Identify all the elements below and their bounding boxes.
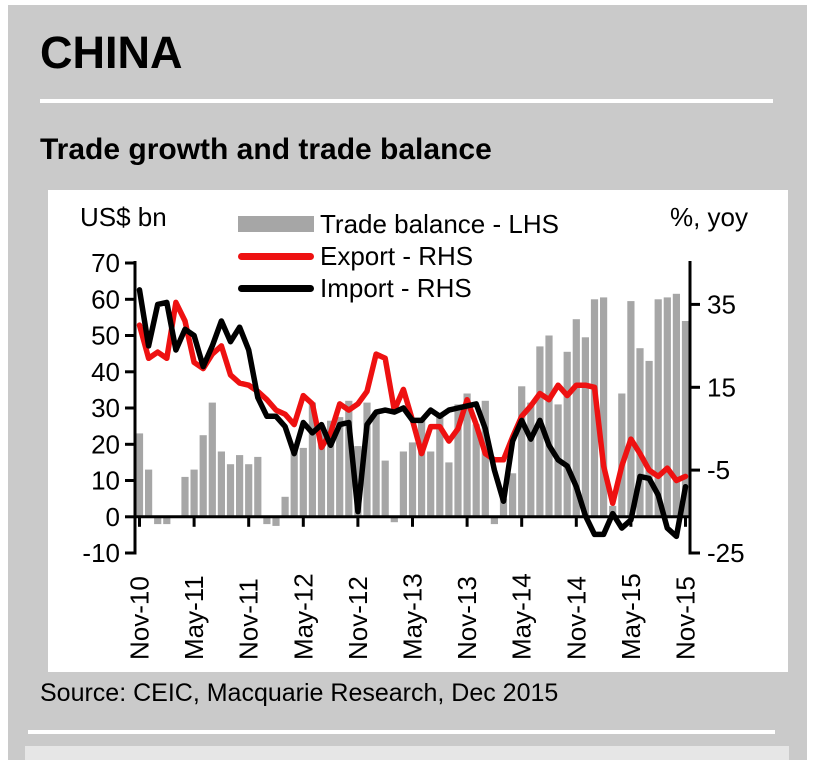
svg-text:May-13: May-13 — [398, 573, 428, 660]
axes — [125, 261, 700, 555]
gray-card: CHINA Trade growth and trade balance 70 6… — [8, 5, 807, 760]
svg-text:50: 50 — [91, 321, 120, 351]
svg-text:35: 35 — [707, 289, 736, 319]
page-title: CHINA — [40, 27, 183, 78]
legend-label: Import - RHS — [320, 272, 472, 303]
svg-text:30: 30 — [91, 393, 120, 423]
svg-text:20: 20 — [91, 429, 120, 459]
svg-text:Nov-11: Nov-11 — [234, 578, 264, 660]
legend-item-trade-balance: Trade balance - LHS — [238, 208, 559, 240]
svg-text:Nov-13: Nov-13 — [452, 576, 482, 660]
svg-text:0: 0 — [106, 502, 120, 532]
import-line — [136, 287, 689, 540]
svg-text:Nov-14: Nov-14 — [561, 576, 591, 660]
chart-title: Trade growth and trade balance — [40, 133, 492, 166]
legend-label: Trade balance - LHS — [320, 208, 559, 239]
divider-bottom — [28, 730, 775, 734]
legend-label: Export - RHS — [320, 240, 474, 271]
svg-text:-25: -25 — [707, 538, 745, 568]
left-axis-title: US$ bn — [80, 202, 167, 232]
legend-item-import: Import - RHS — [238, 272, 559, 304]
import-line-swatch — [238, 284, 314, 292]
svg-text:40: 40 — [91, 357, 120, 387]
svg-text:Nov-15: Nov-15 — [671, 576, 701, 660]
svg-text:15: 15 — [707, 372, 736, 402]
svg-text:-10: -10 — [82, 538, 120, 568]
right-axis-title: %, yoy — [669, 202, 748, 232]
axis-tick-labels: 70 60 50 40 30 20 10 0 -10 35 15 -5 -25 Nov-10 May-11 N… — [82, 248, 744, 660]
svg-text:Nov-12: Nov-12 — [343, 576, 373, 660]
trade-balance-swatch — [238, 216, 314, 232]
svg-text:May-11: May-11 — [179, 575, 209, 660]
chart-panel: 70 60 50 40 30 20 10 0 -10 35 15 -5 -25 Nov-10 May-11 N… — [48, 190, 788, 672]
divider-top — [40, 99, 773, 103]
svg-text:May-14: May-14 — [507, 573, 537, 660]
svg-text:70: 70 — [91, 248, 120, 278]
export-line-swatch — [238, 252, 314, 260]
source-note: Source: CEIC, Macquarie Research, Dec 20… — [40, 679, 559, 707]
svg-text:60: 60 — [91, 284, 120, 314]
next-section-strip — [25, 746, 789, 760]
trade-chart: 70 60 50 40 30 20 10 0 -10 35 15 -5 -25 Nov-10 May-11 N… — [82, 248, 744, 660]
svg-text:10: 10 — [91, 466, 120, 496]
svg-text:Nov-10: Nov-10 — [125, 576, 155, 660]
svg-text:May-15: May-15 — [616, 573, 646, 660]
chart-legend: Trade balance - LHS Export - RHS Import … — [238, 208, 559, 304]
svg-text:-5: -5 — [707, 455, 730, 485]
svg-text:May-12: May-12 — [288, 573, 318, 660]
legend-item-export: Export - RHS — [238, 240, 559, 272]
